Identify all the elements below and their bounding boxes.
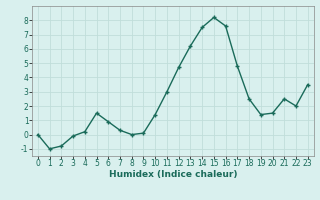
X-axis label: Humidex (Indice chaleur): Humidex (Indice chaleur) [108, 170, 237, 179]
